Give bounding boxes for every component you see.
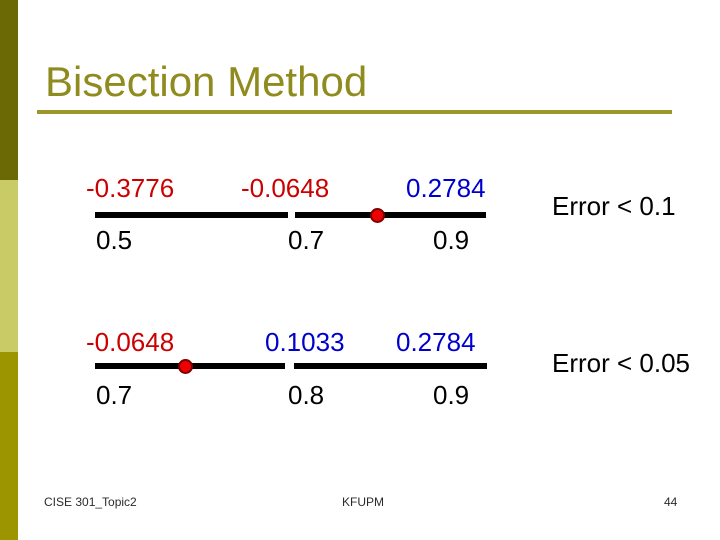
error-bound-label: Error < 0.05 [552,348,691,378]
title-underline [37,110,672,114]
tick-label: 0.9 [433,380,470,410]
f-value-label: 0.2784 [396,327,476,357]
f-value-label: 0.1033 [265,327,345,357]
footer-organization: KFUPM [342,495,384,509]
f-value-label: -0.3776 [86,173,175,203]
midpoint-dot [178,359,193,374]
tick-label: 0.5 [96,225,133,255]
number-line-segment [295,212,486,218]
tick-label: 0.9 [433,225,470,255]
accent-segment-middle [0,180,18,352]
number-line-segment [294,363,487,369]
tick-label: 0.7 [288,225,325,255]
tick-label: 0.7 [96,380,133,410]
tick-label: 0.8 [288,380,325,410]
accent-segment-top [0,0,18,180]
f-value-label: -0.0648 [241,173,330,203]
accent-segment-bottom [0,352,18,540]
f-value-label: 0.2784 [406,173,486,203]
number-line-segment [95,212,288,218]
footer-page-number: 44 [664,495,678,509]
footer-course: CISE 301_Topic2 [44,495,137,509]
f-value-label: -0.0648 [86,327,175,357]
sidebar-accent-bar [0,0,18,540]
midpoint-dot [370,208,385,223]
error-bound-label: Error < 0.1 [552,191,676,221]
slide-title: Bisection Method [45,58,368,105]
